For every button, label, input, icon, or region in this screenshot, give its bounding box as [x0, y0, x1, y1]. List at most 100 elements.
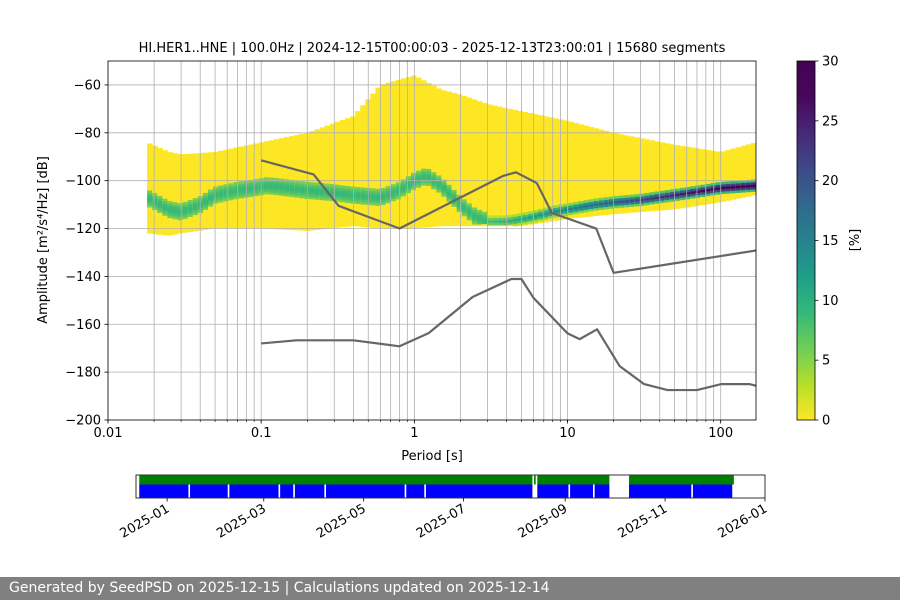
- psd-density-cell: [426, 183, 432, 186]
- chart-title: HI.HER1..HNE | 100.0Hz | 2024-12-15T00:0…: [139, 41, 726, 56]
- psd-density-cell: [517, 222, 523, 226]
- segment-bar: [280, 484, 294, 498]
- psd-density-cell: [456, 206, 463, 210]
- psd-density-cell: [273, 190, 280, 193]
- x-tick-label: 0.01: [94, 426, 123, 441]
- psd-density-cell: [334, 194, 341, 197]
- psd-density-cell: [339, 199, 346, 203]
- psd-density-cell: [547, 206, 554, 210]
- segment-bar: [406, 484, 425, 498]
- psd-density-cell: [299, 183, 305, 187]
- psd-density-cell: [248, 194, 255, 197]
- timeline-ticks: 2025-01 2025-03 2025-05 2025-07 2025-09 2025-…: [118, 498, 770, 542]
- psd-density-cell: [157, 198, 163, 201]
- psd-density-cell: [370, 193, 376, 196]
- psd-density-cell: [187, 207, 194, 210]
- psd-density-cell: [172, 211, 178, 215]
- psd-density-cell: [268, 184, 275, 188]
- psd-density-cell: [436, 180, 442, 183]
- psd-density-cell: [639, 198, 645, 202]
- psd-density-cell: [608, 196, 615, 200]
- psd-density-cell: [598, 129, 605, 216]
- y-tick-label: −160: [65, 318, 101, 333]
- y-tick-label: −80: [74, 126, 101, 141]
- psd-density-cell: [213, 196, 219, 199]
- psd-density-cell: [299, 195, 305, 199]
- psd-density-cell: [238, 195, 244, 199]
- psd-density-cell: [684, 187, 691, 190]
- psd-density-cell: [715, 151, 721, 203]
- psd-density-cell: [410, 182, 417, 186]
- psd-density-cell: [512, 218, 518, 222]
- psd-density-cell: [532, 212, 539, 216]
- psd-density-cell: [207, 191, 214, 195]
- timeline-tick-label: 2025-01: [118, 501, 173, 541]
- psd-density-cell: [355, 191, 361, 195]
- psd-density-cell: [471, 214, 478, 218]
- psd-density-cell: [456, 204, 463, 208]
- psd-density-cell: [162, 205, 168, 209]
- colorbar-tick-label: 25: [822, 114, 839, 129]
- psd-density-cell: [700, 184, 706, 188]
- psd-density-cell: [253, 188, 260, 192]
- psd-density-cell: [624, 199, 630, 203]
- psd-density-cell: [659, 193, 666, 196]
- psd-density-cell: [360, 194, 366, 198]
- psd-density-cell: [167, 201, 173, 204]
- psd-density-cell: [431, 172, 437, 175]
- psd-density-cell: [263, 189, 270, 192]
- psd-density-cell: [299, 193, 305, 196]
- psd-density-cell: [207, 189, 214, 193]
- psd-density-layer: [147, 75, 756, 236]
- psd-density-cell: [370, 188, 376, 192]
- psd-density-cell: [268, 187, 275, 190]
- psd-density-cell: [426, 176, 432, 179]
- psd-density-cell: [527, 220, 534, 224]
- psd-density-cell: [339, 190, 346, 193]
- psd-density-cell: [461, 204, 468, 207]
- psd-density-cell: [720, 186, 726, 190]
- psd-density-cell: [182, 201, 189, 205]
- psd-density-cell: [202, 204, 209, 208]
- segment-bar: [425, 484, 533, 498]
- psd-density-cell: [740, 182, 747, 186]
- psd-density-cell: [634, 137, 640, 213]
- psd-density-cell: [735, 185, 742, 189]
- psd-density-cell: [157, 210, 163, 213]
- psd-density-cell: [476, 214, 483, 218]
- psd-density-cell: [390, 81, 397, 229]
- psd-density-cell: [492, 222, 498, 226]
- psd-density-cell: [157, 147, 163, 235]
- availability-bar: [537, 475, 610, 485]
- psd-density-cell: [268, 179, 275, 183]
- availability-bar: [139, 475, 533, 485]
- psd-density-cell: [527, 211, 534, 214]
- psd-density-cell: [679, 190, 686, 193]
- psd-density-cell: [603, 199, 610, 203]
- psd-density-cell: [563, 206, 569, 209]
- psd-density-cell: [294, 190, 300, 193]
- psd-density-cell: [238, 188, 244, 192]
- psd-density-cell: [441, 186, 447, 190]
- psd-density-cell: [380, 190, 386, 194]
- psd-density-cell: [289, 194, 295, 197]
- psd-density-cell: [532, 114, 539, 224]
- psd-density-cell: [238, 183, 244, 187]
- psd-density-cell: [390, 196, 397, 199]
- x-axis-label: Period [s]: [401, 449, 463, 464]
- psd-density-cell: [380, 197, 386, 201]
- psd-density-cell: [177, 203, 184, 206]
- psd-density-cell: [405, 190, 412, 194]
- psd-density-cell: [659, 190, 666, 194]
- psd-density-cell: [202, 200, 209, 203]
- psd-density-cell: [228, 192, 234, 196]
- psd-density-cell: [253, 181, 260, 185]
- psd-density-cell: [563, 213, 569, 216]
- psd-density-cell: [634, 194, 640, 197]
- psd-density-cell: [482, 216, 488, 220]
- psd-density-cell: [355, 199, 361, 202]
- colorbar-gradient: [797, 61, 815, 420]
- psd-density-cell: [710, 187, 716, 191]
- psd-density-cell: [344, 190, 351, 194]
- psd-density-cell: [360, 201, 366, 205]
